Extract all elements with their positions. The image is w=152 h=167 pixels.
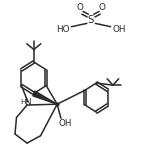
Text: O: O — [99, 3, 106, 12]
Text: OH: OH — [59, 119, 72, 128]
Text: OH: OH — [112, 25, 126, 34]
Polygon shape — [33, 91, 57, 104]
Text: H: H — [21, 99, 26, 105]
Text: N: N — [25, 98, 31, 107]
Text: O: O — [76, 3, 83, 12]
Text: S: S — [88, 15, 94, 25]
Text: HO: HO — [56, 25, 70, 34]
